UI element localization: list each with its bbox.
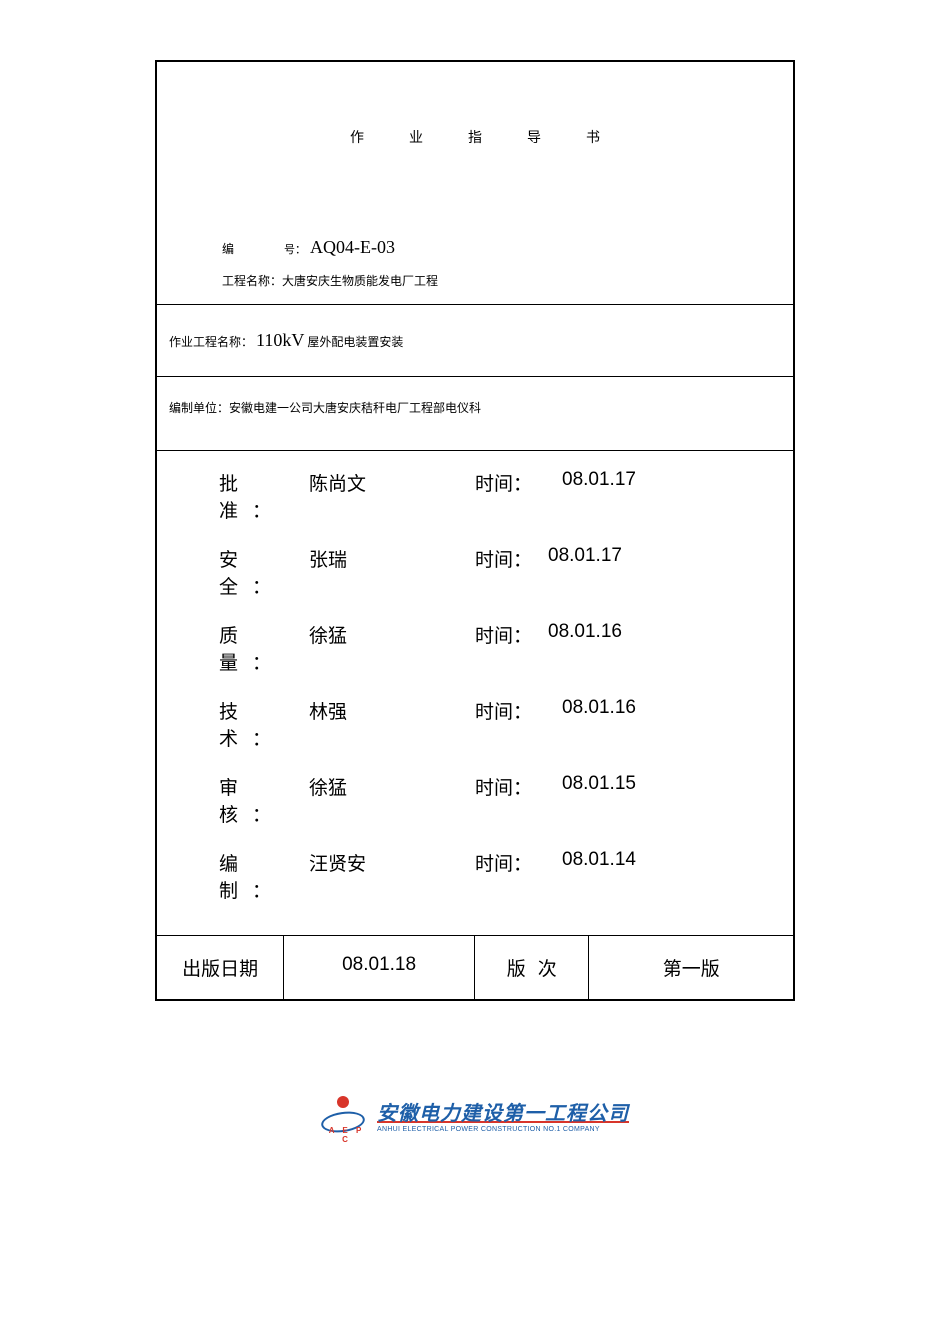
sig-time-label: 时间： bbox=[475, 621, 532, 648]
sig-name: 陈尚文 bbox=[309, 469, 366, 523]
sig-label: 质 量： bbox=[219, 621, 309, 675]
sig-time: 08.01.17 bbox=[548, 545, 622, 572]
sig-left: 质 量： 徐猛 bbox=[169, 621, 475, 675]
logo-text-block: 安徽电力建设第一工程公司 ANHUI ELECTRICAL POWER CONS… bbox=[377, 1097, 629, 1133]
sig-label: 技 术： bbox=[219, 697, 309, 751]
sig-label: 审 核： bbox=[219, 773, 309, 827]
code-label-1: 编 bbox=[222, 240, 234, 257]
title-section: 作业指导书 bbox=[157, 62, 793, 192]
signature-row: 编 制： 汪贤安 时间： 08.01.14 bbox=[169, 849, 781, 903]
pub-date-value: 08.01.18 bbox=[284, 936, 475, 999]
sig-time: 08.01.17 bbox=[562, 469, 636, 496]
logo-cn-text: 安徽电力建设第一工程公司 bbox=[377, 1097, 629, 1126]
sig-time: 08.01.16 bbox=[562, 697, 636, 724]
sig-left: 批 准： 陈尚文 bbox=[169, 469, 475, 523]
sig-time-label: 时间： bbox=[475, 545, 532, 572]
code-row: 编 号： AQ04-E-03 bbox=[177, 237, 773, 258]
sig-right: 时间： 08.01.14 bbox=[475, 849, 781, 876]
project-value: 大唐安庆生物质能发电厂工程 bbox=[282, 274, 438, 288]
work-name-voltage: 110kV bbox=[256, 330, 304, 350]
signature-row: 安 全： 张瑞 时间： 08.01.17 bbox=[169, 545, 781, 599]
dept-label: 编制单位： bbox=[169, 401, 229, 415]
signature-row: 审 核： 徐猛 时间： 08.01.15 bbox=[169, 773, 781, 827]
logo-en-text: ANHUI ELECTRICAL POWER CONSTRUCTION NO.1… bbox=[377, 1126, 600, 1133]
code-value: AQ04-E-03 bbox=[310, 237, 395, 258]
sig-name: 徐猛 bbox=[309, 773, 347, 827]
logo-section: A E P C 安徽电力建设第一工程公司 ANHUI ELECTRICAL PO… bbox=[155, 1096, 795, 1139]
logo-dot-icon bbox=[337, 1096, 349, 1108]
version-label: 版次 bbox=[475, 936, 589, 999]
logo-aepc-text: A E P C bbox=[322, 1126, 371, 1144]
work-name-rest: 屋外配电装置安装 bbox=[307, 335, 403, 349]
sig-name: 林强 bbox=[309, 697, 347, 751]
sig-time-label: 时间： bbox=[475, 469, 532, 496]
sig-name: 汪贤安 bbox=[309, 849, 366, 903]
main-title: 作业指导书 bbox=[177, 127, 773, 147]
code-section: 编 号： AQ04-E-03 工程名称：大唐安庆生物质能发电厂工程 bbox=[157, 192, 793, 304]
sig-left: 技 术： 林强 bbox=[169, 697, 475, 751]
signature-row: 技 术： 林强 时间： 08.01.16 bbox=[169, 697, 781, 751]
logo-mark-icon: A E P C bbox=[321, 1096, 371, 1134]
work-name-label: 作业工程名称： bbox=[169, 335, 253, 349]
project-label: 工程名称： bbox=[222, 274, 282, 288]
sig-left: 编 制： 汪贤安 bbox=[169, 849, 475, 903]
sig-right: 时间： 08.01.15 bbox=[475, 773, 781, 800]
sig-right: 时间： 08.01.16 bbox=[475, 697, 781, 724]
sig-right: 时间： 08.01.16 bbox=[475, 621, 781, 648]
signatures-section: 批 准： 陈尚文 时间： 08.01.17 安 全： 张瑞 时间： 08.01.… bbox=[157, 450, 793, 935]
sig-time: 08.01.16 bbox=[548, 621, 622, 648]
dept-value: 安徽电建一公司大唐安庆秸秆电厂工程部电仪科 bbox=[229, 401, 481, 415]
document-frame: 作业指导书 编 号： AQ04-E-03 工程名称：大唐安庆生物质能发电厂工程 … bbox=[155, 60, 795, 1001]
sig-left: 安 全： 张瑞 bbox=[169, 545, 475, 599]
company-logo: A E P C 安徽电力建设第一工程公司 ANHUI ELECTRICAL PO… bbox=[321, 1096, 629, 1134]
sig-time: 08.01.15 bbox=[562, 773, 636, 800]
sig-label: 安 全： bbox=[219, 545, 309, 599]
sig-right: 时间： 08.01.17 bbox=[475, 469, 781, 496]
sig-time: 08.01.14 bbox=[562, 849, 636, 876]
version-value: 第一版 bbox=[589, 936, 793, 999]
sig-time-label: 时间： bbox=[475, 849, 532, 876]
signature-row: 质 量： 徐猛 时间： 08.01.16 bbox=[169, 621, 781, 675]
sig-time-label: 时间： bbox=[475, 697, 532, 724]
dept-section: 编制单位：安徽电建一公司大唐安庆秸秆电厂工程部电仪科 bbox=[157, 376, 793, 450]
sig-time-label: 时间： bbox=[475, 773, 532, 800]
sig-name: 徐猛 bbox=[309, 621, 347, 675]
sig-label: 批 准： bbox=[219, 469, 309, 523]
code-label-2: 号： bbox=[284, 241, 306, 257]
project-row: 工程名称：大唐安庆生物质能发电厂工程 bbox=[177, 272, 773, 289]
signature-row: 批 准： 陈尚文 时间： 08.01.17 bbox=[169, 469, 781, 523]
footer-section: 出版日期 08.01.18 版次 第一版 bbox=[157, 935, 793, 999]
pub-date-label: 出版日期 bbox=[157, 936, 284, 999]
work-name-section: 作业工程名称： 110kV 屋外配电装置安装 bbox=[157, 304, 793, 376]
sig-label: 编 制： bbox=[219, 849, 309, 903]
sig-right: 时间： 08.01.17 bbox=[475, 545, 781, 572]
sig-left: 审 核： 徐猛 bbox=[169, 773, 475, 827]
sig-name: 张瑞 bbox=[309, 545, 347, 599]
